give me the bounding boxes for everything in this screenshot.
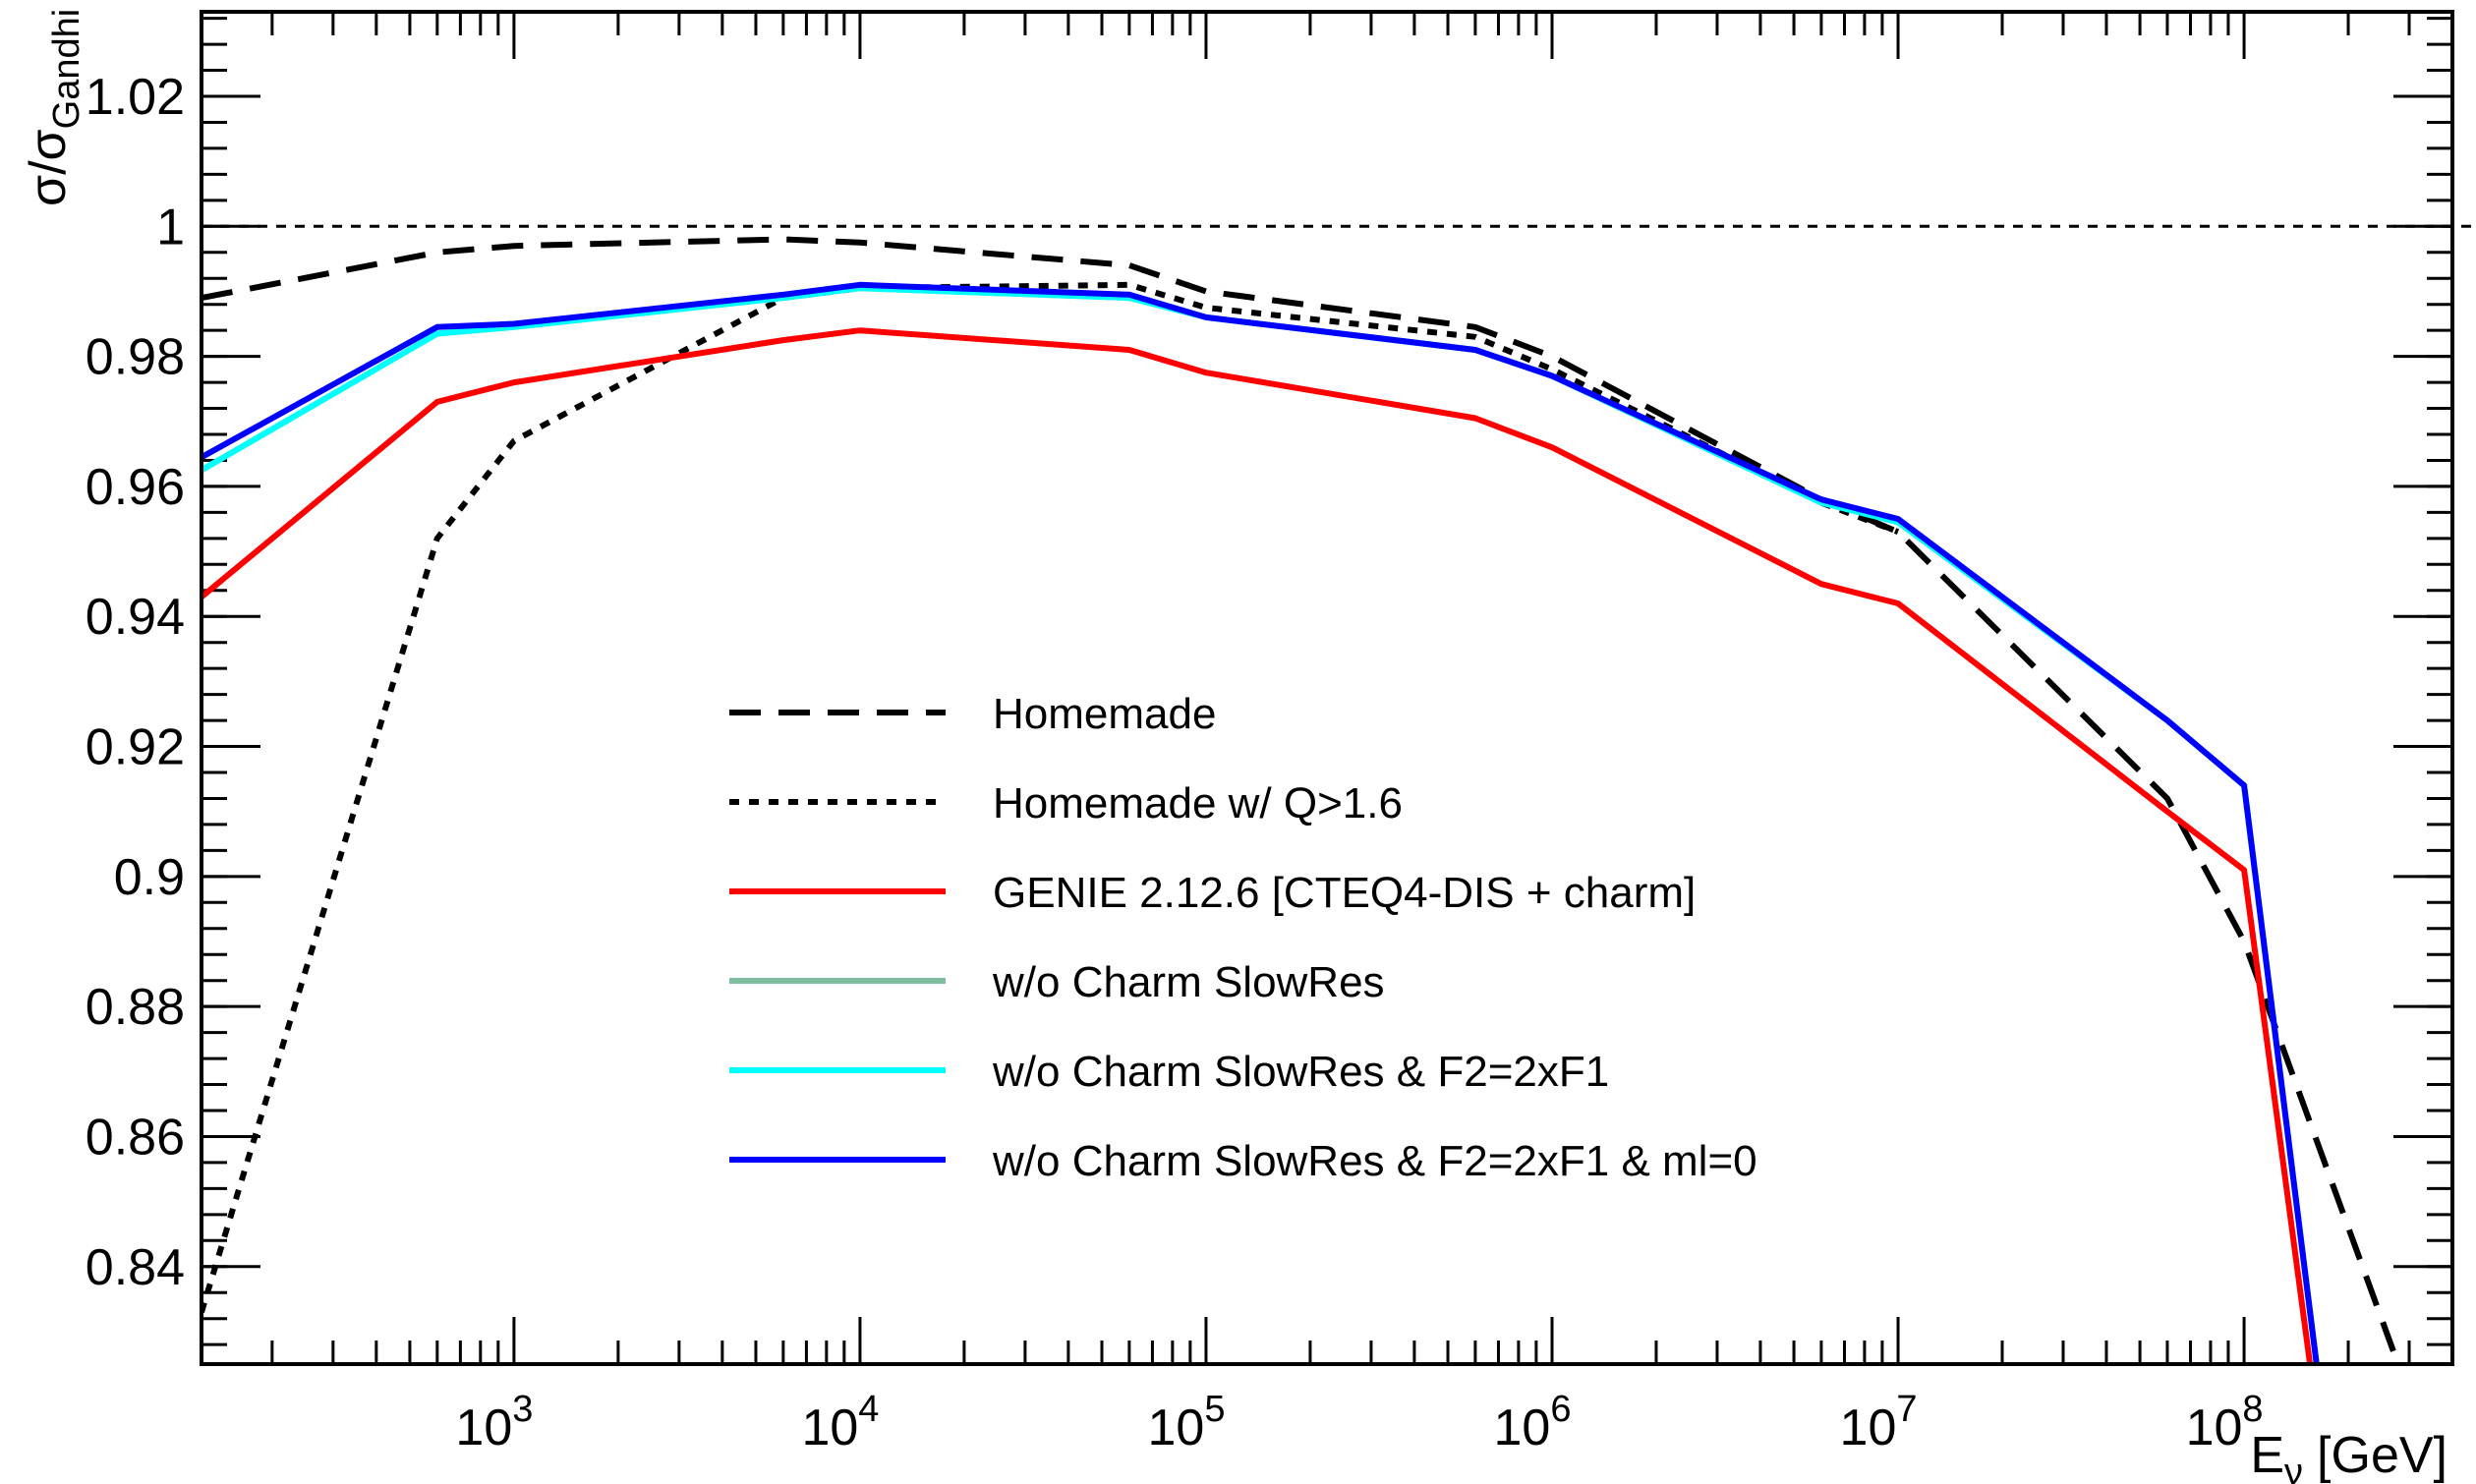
series-line-3 <box>202 327 2314 1364</box>
svg-text:σ/σGandhi: σ/σGandhi <box>20 9 87 206</box>
y-axis-label-subscript: Gandhi <box>46 9 87 130</box>
svg-text:Eν[GeV]: Eν [GeV] <box>2250 1427 2447 1484</box>
x-axis-label-subscript: ν <box>2284 1452 2303 1484</box>
y-tick-label: 1.02 <box>86 69 185 126</box>
x-tick-labels: 103 104 105 106 107 108 <box>455 1389 2263 1456</box>
y-tick-label: 1 <box>156 199 185 256</box>
y-tick-label: 0.84 <box>86 1239 185 1296</box>
legend-label-3: GENIE 2.12.6 [CTEQ4-DIS + charm] <box>993 869 1696 917</box>
y-tick-labels: 0.84 0.86 0.88 0.9 0.92 0.94 0.96 0.98 1 1.02 <box>86 69 185 1296</box>
legend-label-2: Homemade w/ Q>1.6 <box>993 779 1403 828</box>
y-tick-label: 0.98 <box>86 329 185 386</box>
x-tick-label: 105 <box>1147 1389 1225 1456</box>
legend-label-6: w/o Charm SlowRes & F2=2xF1 & ml=0 <box>992 1137 1757 1185</box>
x-tick-label: 106 <box>1494 1389 1572 1456</box>
y-tick-label: 0.94 <box>86 589 185 646</box>
y-tick-label: 0.86 <box>86 1109 185 1166</box>
series-layer <box>202 236 2396 1364</box>
x-axis-label: E <box>2250 1427 2284 1484</box>
legend-label-4: w/o Charm SlowRes <box>992 958 1385 1006</box>
x-axis-unit: [GeV] <box>2317 1427 2447 1484</box>
y-tick-label: 0.88 <box>86 979 185 1036</box>
legend-label-1: Homemade <box>993 690 1216 738</box>
y-tick-label: 0.92 <box>86 719 185 776</box>
y-tick-label: 0.9 <box>114 849 185 906</box>
axis-ticks <box>202 12 2454 1364</box>
y-axis-label: σ/σ <box>20 129 77 206</box>
x-axis-title: Eν [GeV] <box>2250 1427 2447 1484</box>
x-tick-label: 107 <box>1840 1389 1918 1456</box>
plot-frame <box>200 10 2454 1366</box>
series-line-6 <box>202 281 2320 1364</box>
series-line-2 <box>202 281 1900 1313</box>
y-axis-title: σ/σGandhi <box>20 9 87 206</box>
legend-label-5: w/o Charm SlowRes & F2=2xF1 <box>992 1048 1609 1096</box>
legend: Homemade Homemade w/ Q>1.6 GENIE 2.12.6 [C… <box>729 690 1757 1185</box>
x-tick-label: 103 <box>455 1389 533 1456</box>
series-line-1 <box>202 236 2396 1352</box>
x-tick-label: 108 <box>2186 1389 2264 1456</box>
x-tick-label: 104 <box>801 1389 879 1456</box>
y-tick-label: 0.96 <box>86 459 185 516</box>
